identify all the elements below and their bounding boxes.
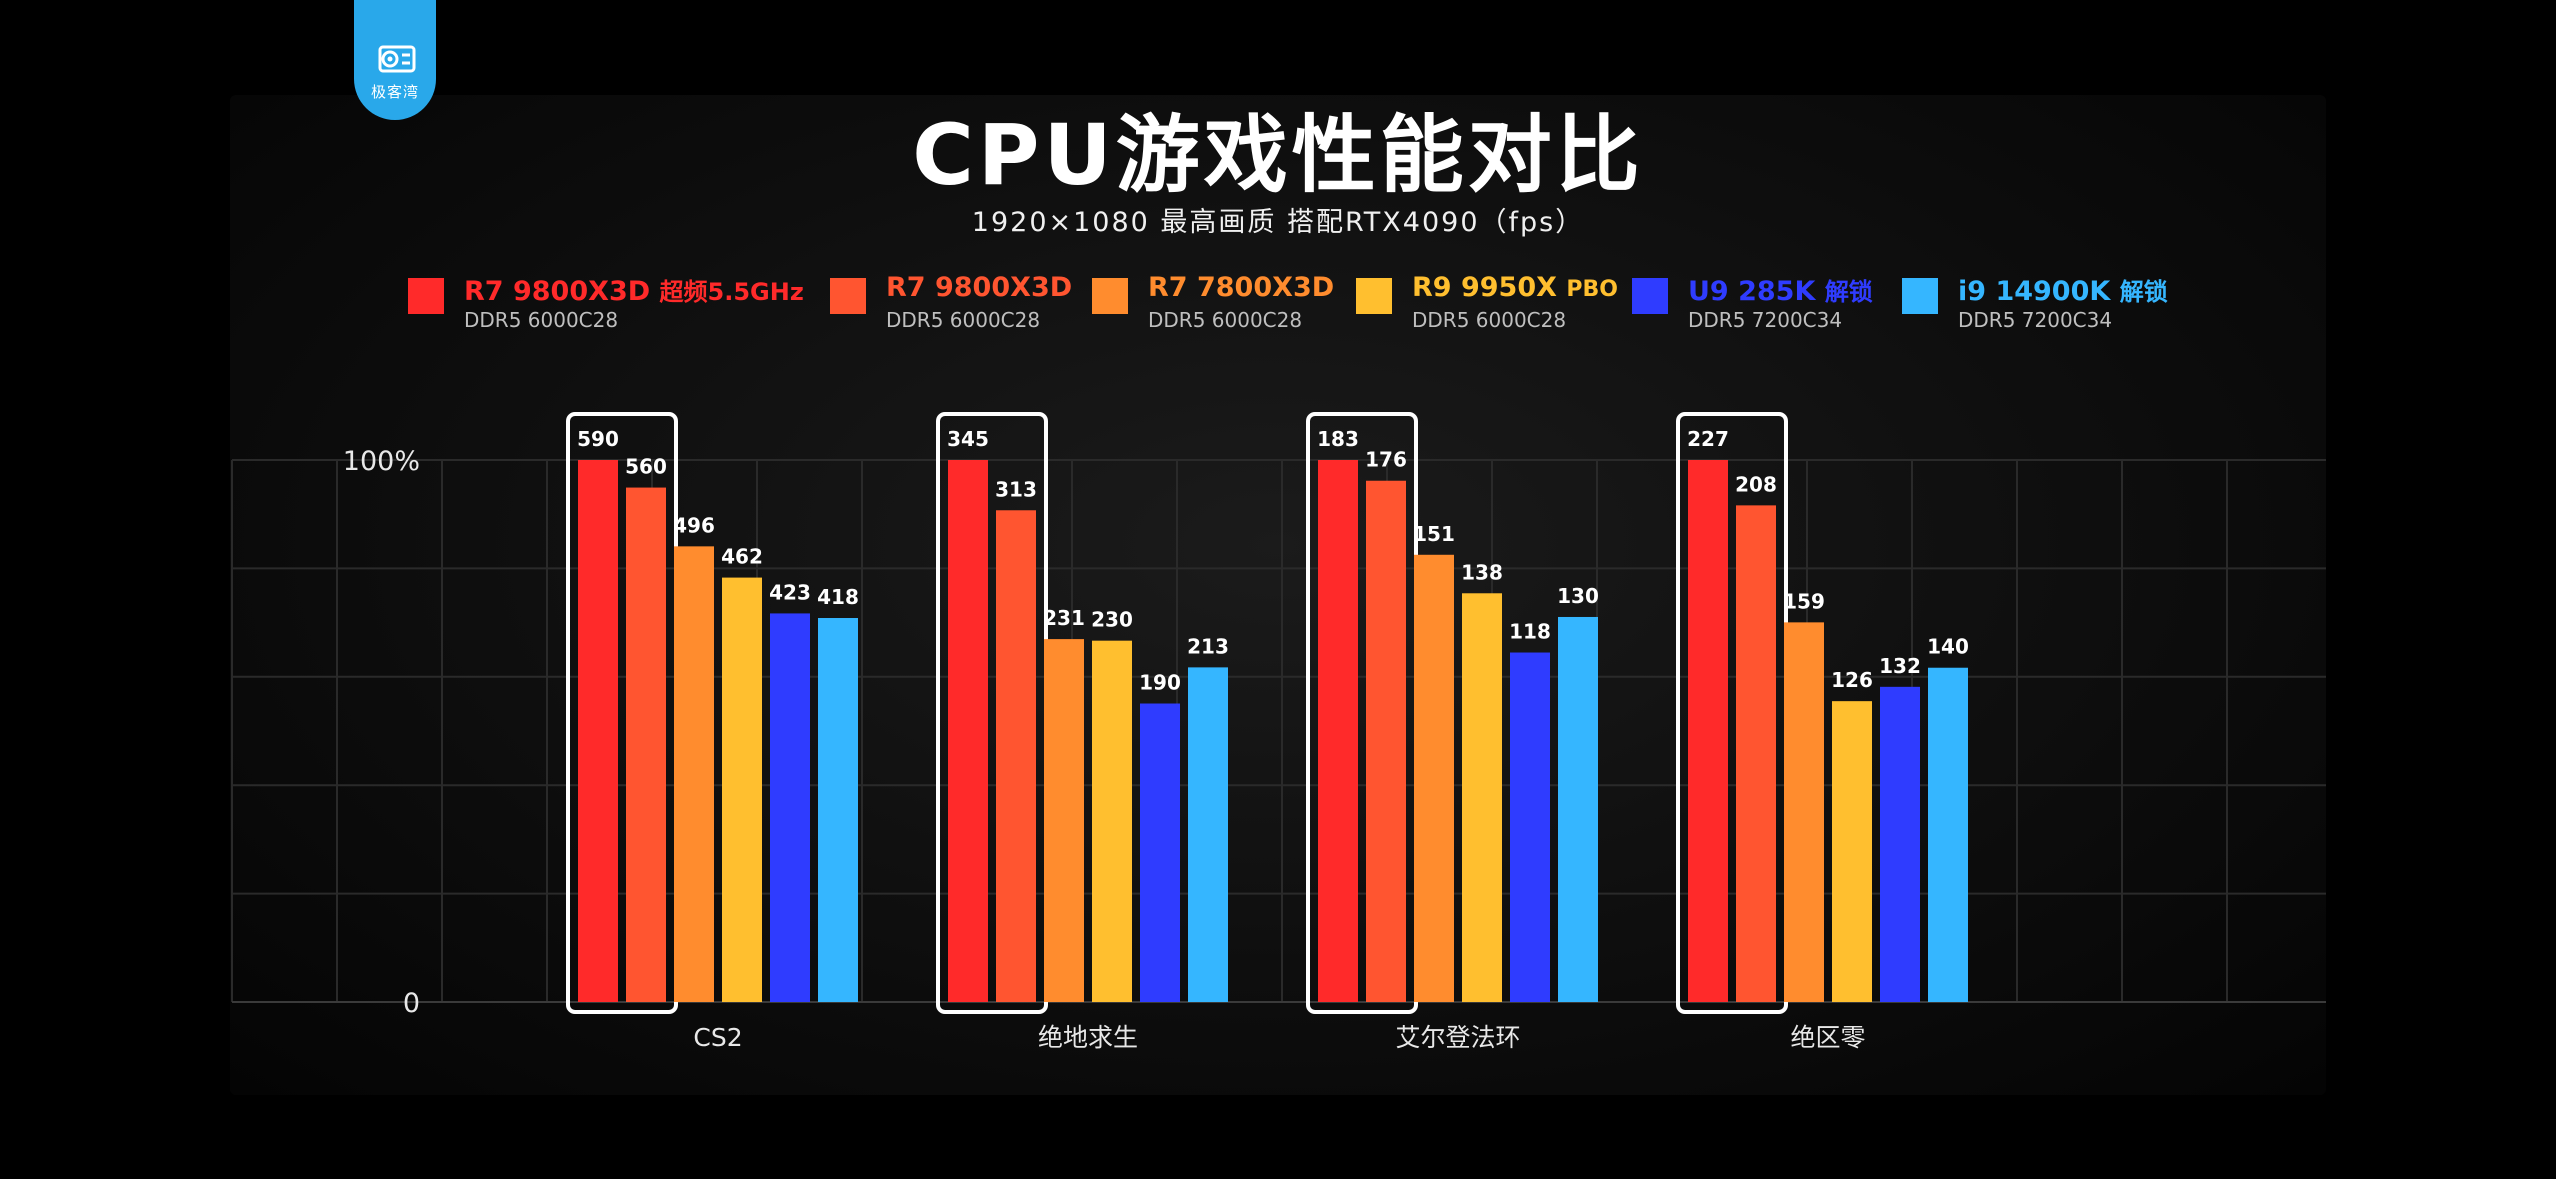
- bar-value-label: 496: [673, 513, 715, 537]
- bar-value-label: 227: [1687, 427, 1729, 451]
- bar-value-label: 159: [1783, 589, 1825, 613]
- bar-value-label: 231: [1043, 606, 1085, 630]
- bar-value-label: 345: [947, 427, 989, 451]
- legend-name-main: U9 285K: [1688, 276, 1816, 307]
- legend-swatch: [1092, 278, 1128, 314]
- x-category-label: 绝地求生: [1038, 1023, 1138, 1052]
- legend-memory: DDR5 6000C28: [464, 308, 619, 332]
- bar: [770, 613, 810, 1002]
- legend-series-name: R7 7800X3D: [1148, 272, 1334, 303]
- legend-name-suffix: 解锁: [2119, 278, 2168, 306]
- bar-value-label: 560: [625, 455, 667, 479]
- legend-name-suffix: 解锁: [1824, 278, 1873, 306]
- bar: [1736, 505, 1776, 1002]
- legend-memory: DDR5 7200C34: [1688, 308, 1843, 332]
- bar-value-label: 130: [1557, 584, 1599, 608]
- legend-memory: DDR5 7200C34: [1958, 308, 2113, 332]
- gear-icon: [378, 45, 416, 73]
- bar-value-label: 590: [577, 427, 619, 451]
- legend-swatch: [408, 278, 444, 314]
- y-tick-label: 0: [403, 988, 420, 1019]
- bar: [1188, 667, 1228, 1002]
- legend-series-name: R7 9800X3D 超频5.5GHz: [464, 272, 804, 307]
- bar-value-label: 208: [1735, 472, 1777, 496]
- bar-value-label: 183: [1317, 427, 1359, 451]
- legend-memory: DDR5 6000C28: [1412, 308, 1567, 332]
- bar: [1880, 686, 1920, 1002]
- bar: [578, 460, 618, 1002]
- bar-value-label: 213: [1187, 634, 1229, 658]
- x-category-label: CS2: [693, 1023, 742, 1052]
- bar: [674, 546, 714, 1002]
- legend-name-suffix: 超频5.5GHz: [659, 278, 804, 306]
- bar-value-label: 190: [1139, 671, 1181, 695]
- legend-name-main: R7 7800X3D: [1148, 272, 1335, 303]
- bar: [626, 487, 666, 1002]
- bar-value-label: 462: [721, 545, 763, 569]
- bar: [1462, 593, 1502, 1002]
- bar-value-label: 132: [1879, 654, 1921, 678]
- legend-name-suffix: PBO: [1566, 277, 1618, 302]
- bar: [1414, 554, 1454, 1002]
- bar: [1092, 640, 1132, 1002]
- bar-value-label: 176: [1365, 448, 1407, 472]
- bar-value-label: 140: [1927, 635, 1969, 659]
- bar: [722, 577, 762, 1002]
- legend-name-main: R7 9800X3D: [464, 276, 651, 307]
- bar-value-label: 418: [817, 585, 859, 609]
- bar: [1558, 616, 1598, 1002]
- legend-memory: DDR5 6000C28: [886, 308, 1041, 332]
- x-category-label: 绝区零: [1790, 1023, 1865, 1052]
- brand-logo-text: 极客湾: [370, 83, 419, 101]
- bar: [1832, 701, 1872, 1002]
- bar: [1784, 622, 1824, 1002]
- legend-swatch: [1356, 278, 1392, 314]
- chart-title: CPU游戏性能对比: [912, 106, 1644, 204]
- bar-value-label: 118: [1509, 620, 1551, 644]
- bar: [1044, 639, 1084, 1002]
- bar: [1140, 703, 1180, 1002]
- bar-value-label: 138: [1461, 560, 1503, 584]
- bar-value-label: 423: [769, 580, 811, 604]
- legend-series-name: U9 285K 解锁: [1688, 272, 1873, 307]
- bar-value-label: 313: [995, 477, 1037, 501]
- legend-swatch: [830, 278, 866, 314]
- y-tick-label: 100%: [343, 446, 420, 477]
- legend-name-main: R7 9800X3D: [886, 272, 1073, 303]
- brand-logo: 极客湾: [354, 0, 436, 120]
- bar: [818, 618, 858, 1002]
- legend-series-name: i9 14900K 解锁: [1958, 272, 2168, 307]
- legend-name-main: i9 14900K: [1958, 276, 2111, 307]
- x-category-label: 艾尔登法环: [1395, 1023, 1520, 1052]
- bar-value-label: 230: [1091, 608, 1133, 632]
- bar: [1928, 667, 1968, 1002]
- legend-swatch: [1902, 278, 1938, 314]
- bar: [948, 460, 988, 1002]
- bar: [1366, 480, 1406, 1002]
- legend-memory: DDR5 6000C28: [1148, 308, 1303, 332]
- bar-value-label: 151: [1413, 522, 1455, 546]
- legend-swatch: [1632, 278, 1668, 314]
- legend-series-name: R9 9950X PBO: [1412, 272, 1618, 303]
- legend-name-main: R9 9950X: [1412, 272, 1557, 303]
- bar: [996, 510, 1036, 1002]
- bar: [1688, 460, 1728, 1002]
- legend-series-name: R7 9800X3D: [886, 272, 1072, 303]
- bar-value-label: 126: [1831, 668, 1873, 692]
- bar: [1510, 652, 1550, 1002]
- chart-subtitle: 1920×1080 最高画质 搭配RTX4090（fps）: [971, 207, 1585, 238]
- bar: [1318, 460, 1358, 1002]
